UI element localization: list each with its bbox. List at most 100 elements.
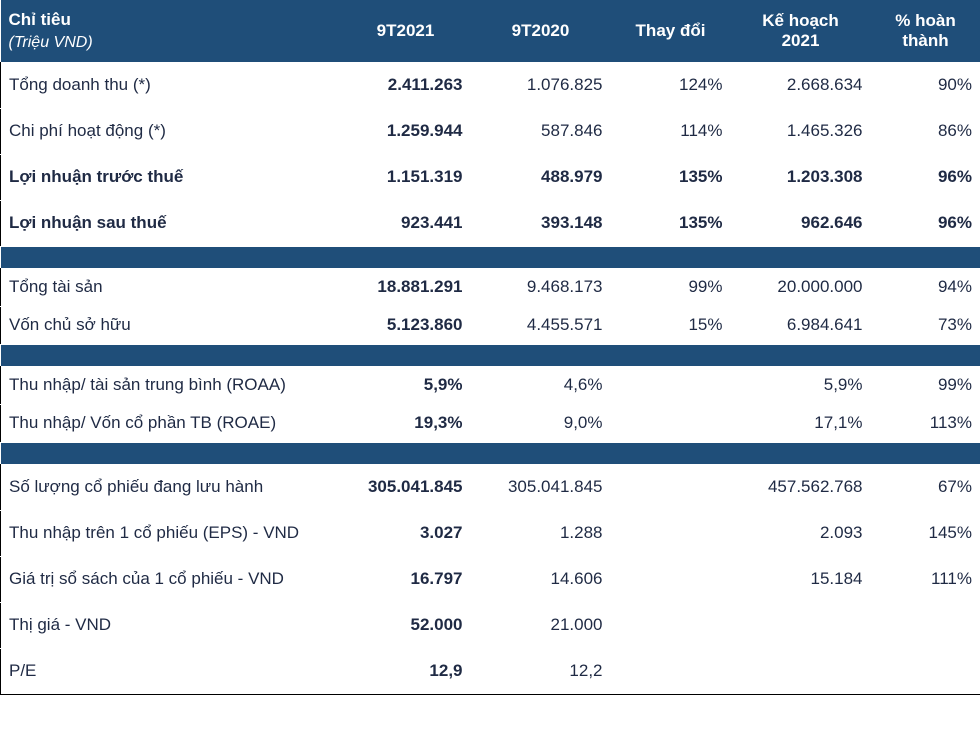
cell-v5: 145% xyxy=(871,510,980,556)
cell-v3: 15% xyxy=(611,306,731,344)
cell-v3: 99% xyxy=(611,268,731,306)
cell-v5: 67% xyxy=(871,464,980,510)
cell-v5: 94% xyxy=(871,268,980,306)
cell-v1: 5,9% xyxy=(341,366,471,404)
hdr-metric: Chỉ tiêu (Triệu VND) xyxy=(1,0,341,62)
cell-v1: 305.041.845 xyxy=(341,464,471,510)
hdr-complete-l2: thành xyxy=(902,31,948,50)
cell-v2: 21.000 xyxy=(471,602,611,648)
separator-row xyxy=(1,442,980,464)
table-row: Thu nhập trên 1 cổ phiếu (EPS) - VND 3.0… xyxy=(1,510,980,556)
cell-v3 xyxy=(611,510,731,556)
table-row: Thu nhập/ Vốn cổ phần TB (ROAE) 19,3% 9,… xyxy=(1,404,980,442)
cell-v4 xyxy=(731,648,871,694)
cell-v1: 18.881.291 xyxy=(341,268,471,306)
cell-v1: 16.797 xyxy=(341,556,471,602)
cell-label: P/E xyxy=(1,648,341,694)
table-row: Tổng doanh thu (*) 2.411.263 1.076.825 1… xyxy=(1,62,980,108)
cell-v4: 1.203.308 xyxy=(731,154,871,200)
hdr-complete-l1: % hoàn xyxy=(895,11,955,30)
cell-v1: 19,3% xyxy=(341,404,471,442)
cell-v5 xyxy=(871,602,980,648)
hdr-metric-l1: Chỉ tiêu xyxy=(9,10,71,29)
cell-v1: 1.259.944 xyxy=(341,108,471,154)
cell-label: Chi phí hoạt động (*) xyxy=(1,108,341,154)
cell-v3 xyxy=(611,464,731,510)
cell-v2: 12,2 xyxy=(471,648,611,694)
cell-v2: 4.455.571 xyxy=(471,306,611,344)
table-row: Vốn chủ sở hữu 5.123.860 4.455.571 15% 6… xyxy=(1,306,980,344)
header-row: Chỉ tiêu (Triệu VND) 9T2021 9T2020 Thay … xyxy=(1,0,980,62)
cell-v5: 111% xyxy=(871,556,980,602)
cell-v5: 113% xyxy=(871,404,980,442)
table-row: P/E 12,9 12,2 xyxy=(1,648,980,694)
hdr-change: Thay đổi xyxy=(611,0,731,62)
cell-v3: 135% xyxy=(611,154,731,200)
table-row: Giá trị sổ sách của 1 cổ phiếu - VND 16.… xyxy=(1,556,980,602)
cell-v1: 5.123.860 xyxy=(341,306,471,344)
cell-label: Lợi nhuận trước thuế xyxy=(1,154,341,200)
cell-v4: 17,1% xyxy=(731,404,871,442)
cell-v5: 86% xyxy=(871,108,980,154)
cell-v5: 96% xyxy=(871,154,980,200)
cell-v2: 1.288 xyxy=(471,510,611,556)
cell-v5: 73% xyxy=(871,306,980,344)
table-row: Thị giá - VND 52.000 21.000 xyxy=(1,602,980,648)
hdr-plan-l1: Kế hoạch xyxy=(762,11,839,30)
cell-v2: 9,0% xyxy=(471,404,611,442)
hdr-complete: % hoàn thành xyxy=(871,0,980,62)
cell-v2: 587.846 xyxy=(471,108,611,154)
table-row: Lợi nhuận sau thuế 923.441 393.148 135% … xyxy=(1,200,980,246)
cell-v4: 20.000.000 xyxy=(731,268,871,306)
cell-label: Tổng tài sản xyxy=(1,268,341,306)
separator-row xyxy=(1,344,980,366)
cell-v2: 393.148 xyxy=(471,200,611,246)
cell-v3 xyxy=(611,404,731,442)
cell-v4: 5,9% xyxy=(731,366,871,404)
cell-v2: 9.468.173 xyxy=(471,268,611,306)
cell-label: Thu nhập/ Vốn cổ phần TB (ROAE) xyxy=(1,404,341,442)
cell-label: Thị giá - VND xyxy=(1,602,341,648)
table-row: Thu nhập/ tài sản trung bình (ROAA) 5,9%… xyxy=(1,366,980,404)
cell-v3 xyxy=(611,366,731,404)
cell-v1: 52.000 xyxy=(341,602,471,648)
cell-label: Lợi nhuận sau thuế xyxy=(1,200,341,246)
cell-v4: 457.562.768 xyxy=(731,464,871,510)
cell-v4: 2.093 xyxy=(731,510,871,556)
cell-v5: 96% xyxy=(871,200,980,246)
table-row: Lợi nhuận trước thuế 1.151.319 488.979 1… xyxy=(1,154,980,200)
table-row: Tổng tài sản 18.881.291 9.468.173 99% 20… xyxy=(1,268,980,306)
cell-v4: 1.465.326 xyxy=(731,108,871,154)
cell-v2: 14.606 xyxy=(471,556,611,602)
cell-v4: 15.184 xyxy=(731,556,871,602)
cell-v3 xyxy=(611,648,731,694)
cell-label: Giá trị sổ sách của 1 cổ phiếu - VND xyxy=(1,556,341,602)
cell-v2: 4,6% xyxy=(471,366,611,404)
cell-v2: 1.076.825 xyxy=(471,62,611,108)
cell-v4: 962.646 xyxy=(731,200,871,246)
cell-v2: 305.041.845 xyxy=(471,464,611,510)
cell-v4 xyxy=(731,602,871,648)
cell-v3: 124% xyxy=(611,62,731,108)
cell-label: Thu nhập trên 1 cổ phiếu (EPS) - VND xyxy=(1,510,341,556)
cell-v4: 6.984.641 xyxy=(731,306,871,344)
financial-table: Chỉ tiêu (Triệu VND) 9T2021 9T2020 Thay … xyxy=(0,0,980,695)
cell-v5: 99% xyxy=(871,366,980,404)
cell-label: Thu nhập/ tài sản trung bình (ROAA) xyxy=(1,366,341,404)
cell-v1: 12,9 xyxy=(341,648,471,694)
hdr-9t2020: 9T2020 xyxy=(471,0,611,62)
table-row: Chi phí hoạt động (*) 1.259.944 587.846 … xyxy=(1,108,980,154)
cell-v4: 2.668.634 xyxy=(731,62,871,108)
hdr-9t2021: 9T2021 xyxy=(341,0,471,62)
cell-v5: 90% xyxy=(871,62,980,108)
cell-label: Tổng doanh thu (*) xyxy=(1,62,341,108)
cell-v2: 488.979 xyxy=(471,154,611,200)
hdr-plan: Kế hoạch 2021 xyxy=(731,0,871,62)
cell-v1: 2.411.263 xyxy=(341,62,471,108)
cell-v3 xyxy=(611,556,731,602)
cell-v1: 923.441 xyxy=(341,200,471,246)
separator-row xyxy=(1,246,980,268)
cell-v3 xyxy=(611,602,731,648)
hdr-plan-l2: 2021 xyxy=(782,31,820,50)
cell-v3: 135% xyxy=(611,200,731,246)
